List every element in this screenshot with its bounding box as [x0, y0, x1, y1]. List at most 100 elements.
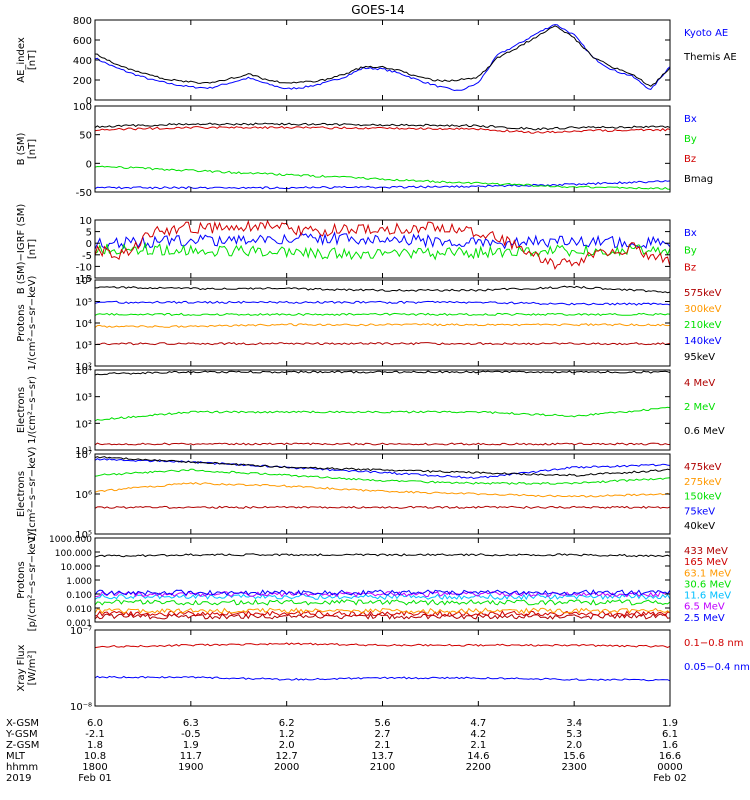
x-axis-row-value: 2.7 [375, 729, 391, 740]
series-line-bsm-2 [94, 125, 671, 134]
y-tick-label: 10⁴ [75, 366, 92, 377]
x-axis-row-label: Y-GSM [5, 729, 38, 740]
panel-mageptp: 10² 10³ 10⁴ 10⁵ 10⁶ Protons 1/(cm²−s−sr−keV) 57… [16, 275, 722, 373]
panel-epead: 10¹ 10² 10³ 10⁴ Electrons 1/(cm²−s−sr) 4 MeV 2 … [16, 366, 725, 457]
series-line-xray-1 [94, 675, 671, 682]
legend-label: 210keV [684, 320, 722, 331]
y-tick-label: 100.000 [55, 549, 92, 559]
y-axis-label: Protons [16, 304, 27, 341]
x-axis-row-value: 1800 [82, 762, 107, 773]
legend-label: 11.6 MeV [684, 591, 731, 602]
series-line-mageptp-4 [95, 285, 671, 294]
y-tick-label: 10⁶ [75, 276, 92, 287]
y-tick-label: 10⁶ [75, 490, 92, 501]
y-tick-label: 10⁵ [75, 530, 92, 541]
legend-label: Bx [684, 228, 697, 239]
y-axis-label: Electrons [16, 471, 27, 517]
x-axis-row-value: 5.6 [375, 718, 391, 729]
panel-xray: 10⁻⁸ 10⁻⁷ Xray Flux [W/m²] 0.1−0.8 nm 0.05−0.… [16, 626, 750, 713]
series-line-bsm-1 [94, 165, 671, 190]
y-tick-label: 10⁷ [75, 450, 92, 461]
series-line-xray-0 [94, 642, 671, 649]
y-axis-label: B (SM)−IGRF (SM) [16, 204, 27, 295]
legend-label: 40keV [684, 521, 715, 532]
series-line-mageptp-0 [94, 342, 671, 346]
panel-epsprotons: 0.001 0.010 0.100 1.000 10.000 100.000 1000.00… [16, 529, 731, 632]
x-axis-row-value: 4.2 [470, 729, 486, 740]
legend-label: 0.1−0.8 nm [684, 638, 743, 649]
series-line-mageptp-3 [94, 300, 671, 306]
y-axis-label: 1/(cm²−s−sr) [27, 376, 38, 444]
series-line-epsprotons-1 [94, 610, 671, 617]
series-line-epsprotons-7 [94, 553, 671, 558]
y-tick-label: -5 [82, 251, 92, 262]
series-line-epsprotons-6 [94, 589, 671, 596]
series-line-bsm-3 [94, 122, 671, 131]
legend-label: 0.6 MeV [684, 426, 725, 437]
x-axis-row-value: 1900 [178, 762, 203, 773]
x-axis-row-value: Feb 02 [653, 773, 687, 784]
y-tick-label: 1.000 [66, 577, 92, 587]
y-tick-label: 50 [79, 131, 92, 142]
y-tick-label: 800 [73, 16, 92, 27]
legend-label: 2 MeV [684, 402, 715, 413]
y-axis-label: B (SM) [16, 132, 27, 165]
y-axis-label: AE_index [16, 37, 27, 83]
y-axis-label: 1/(cm²−s−sr−keV) [27, 446, 38, 541]
legend-label: 95keV [684, 352, 715, 363]
y-tick-label: 1000.000 [49, 535, 92, 545]
series-line-bigrf-0 [94, 231, 671, 250]
y-tick-label: 0 [86, 159, 92, 170]
series-line-epsprotons-5 [94, 590, 671, 598]
legend-label: 140keV [684, 336, 722, 347]
series-line-bigrf-1 [94, 241, 671, 261]
legend-label: 165 MeV [684, 557, 728, 568]
x-axis-row-label: Z-GSM [6, 740, 39, 751]
legend-label: Bz [684, 154, 696, 165]
y-axis-label: 1/(cm²−s−sr−keV) [27, 275, 38, 370]
x-axis-row-label: X-GSM [6, 718, 39, 729]
y-tick-label: 400 [73, 56, 92, 67]
x-axis-row-value: 0000 [657, 762, 682, 773]
y-axis-label: [nT] [27, 50, 38, 70]
y-tick-label: 200 [73, 76, 92, 87]
x-axis-row-value: 2.0 [279, 740, 295, 751]
x-axis-row-value: 15.6 [563, 751, 585, 762]
x-axis-row-value: 3.4 [566, 718, 582, 729]
y-tick-label: 10⁵ [75, 298, 92, 309]
series-line-bigrf-2 [94, 219, 671, 271]
x-axis-row-value: 4.7 [470, 718, 486, 729]
x-axis-row-value: 6.1 [662, 729, 678, 740]
x-axis-row-value: 5.3 [566, 729, 582, 740]
x-axis-row-value: Feb 01 [78, 773, 112, 784]
y-tick-label: -10 [76, 262, 92, 273]
x-axis-row-value: 1.8 [87, 740, 103, 751]
x-axis-row-value: 14.6 [467, 751, 489, 762]
x-axis-row-value: 10.8 [84, 751, 106, 762]
y-tick-label: 0.001 [66, 619, 92, 629]
x-axis-row-value: 6.3 [183, 718, 199, 729]
legend-label: 63.1 MeV [684, 568, 731, 579]
legend-label: 2.5 MeV [684, 613, 725, 624]
legend-label: Kyoto AE [684, 28, 728, 39]
series-line-ae-1 [94, 25, 671, 87]
x-axis-row-value: 1.6 [662, 740, 678, 751]
legend-label: 433 MeV [684, 546, 728, 557]
y-tick-label: 0.010 [66, 605, 92, 615]
y-tick-label: 10² [75, 362, 92, 373]
y-axis-label: [nT] [27, 139, 38, 159]
figure-title: GOES-14 [351, 3, 405, 17]
legend-label: By [684, 245, 697, 256]
series-line-epead-1 [94, 406, 671, 422]
series-line-epsprotons-4 [94, 593, 671, 601]
x-axis-row-value: 6.2 [279, 718, 295, 729]
x-axis-row-value: 12.7 [276, 751, 298, 762]
legend-label: 300keV [684, 304, 722, 315]
series-line-epsprotons-2 [94, 607, 671, 615]
legend-label: 75keV [684, 506, 715, 517]
panel-bsm: -50 0 50 100 B (SM) [nT] Bx By Bz Bmag [16, 102, 713, 199]
series-line-epead-0 [94, 442, 671, 446]
